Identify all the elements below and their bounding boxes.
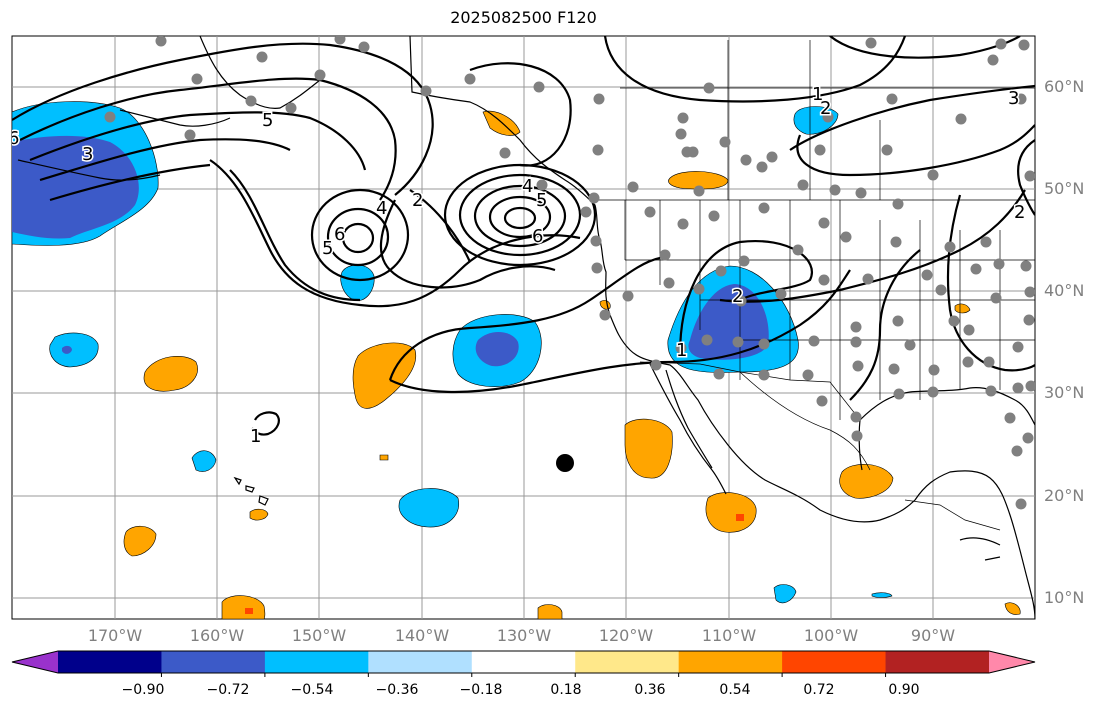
colorbar-tick-label: 0.72 <box>803 682 835 698</box>
map-title: 2025082500 F120 <box>450 8 597 27</box>
colorbar-segment <box>782 651 887 673</box>
colorbar-tick-label: −0.36 <box>375 682 419 698</box>
contours <box>12 36 1035 436</box>
colorbar-segment <box>885 651 990 673</box>
anomaly-blob-7 <box>482 110 521 136</box>
colorbar-extend-low <box>12 651 58 673</box>
contour-label: 2 <box>820 98 831 119</box>
anomaly-blob-1 <box>49 332 99 368</box>
lat-label-10n: 10°N <box>1044 588 1085 607</box>
colorbar-segment <box>161 651 266 673</box>
colorbar <box>11 650 1036 677</box>
station-dots <box>104 36 1035 510</box>
shaded-anomalies <box>12 101 1021 619</box>
contour-label: 6 <box>532 226 543 247</box>
colorbar-extend-high <box>989 651 1035 673</box>
colorbar-tick-label: 0.18 <box>550 682 582 698</box>
anomaly-blob-15 <box>221 595 266 619</box>
contour-label: 4 <box>522 176 533 197</box>
colorbar-tick-label: −0.18 <box>459 682 503 698</box>
colorbar-segment <box>264 651 369 673</box>
contour-label: 1 <box>676 340 687 361</box>
colorbar-outline <box>11 650 1036 674</box>
colorbar-tick-label: 0.54 <box>719 682 751 698</box>
anomaly-blob-16 <box>537 604 563 619</box>
anomaly-blob-8 <box>624 418 673 479</box>
lon-label-140w: 140°W <box>394 626 450 645</box>
lon-label-90w: 90°W <box>910 626 956 645</box>
colorbar-tick-label: −0.90 <box>121 682 165 698</box>
colorbar-tick-label: −0.54 <box>290 682 334 698</box>
lat-label-20n: 20°N <box>1044 486 1085 505</box>
anomaly-blob-17 <box>773 584 797 604</box>
contour-label: 5 <box>262 110 273 131</box>
lon-label-100w: 100°W <box>803 626 859 645</box>
anomaly-west-pacific-deep <box>12 135 139 239</box>
anomaly-blob-11 <box>398 488 459 528</box>
reference-marker <box>556 454 574 472</box>
contour-label: 2 <box>412 190 423 211</box>
anomaly-blob-9 <box>705 492 757 533</box>
lon-label-170w: 170°W <box>87 626 143 645</box>
colorbar-segment <box>678 651 783 673</box>
anomaly-blob-21 <box>379 454 389 461</box>
colorbar-segment <box>575 651 680 673</box>
contour-label: 2 <box>1014 202 1025 223</box>
contour-label: 5 <box>536 190 547 211</box>
lon-label-160w: 160°W <box>189 626 245 645</box>
contour-label: 3 <box>82 144 93 165</box>
anomaly-blob-20 <box>871 592 893 598</box>
lon-label-150w: 150°W <box>291 626 347 645</box>
colorbar-tick-label: 0.36 <box>634 682 666 698</box>
anomaly-blob-22 <box>1004 602 1021 615</box>
contour-label: 5 <box>322 238 333 259</box>
contour-label: 6 <box>334 224 345 245</box>
anomaly-blob-13 <box>123 525 157 557</box>
anomaly-blob-2 <box>143 356 198 392</box>
anomaly-blob-10 <box>839 463 894 499</box>
anomaly-blob-12 <box>191 450 217 472</box>
contour-label: 4 <box>376 198 387 219</box>
colorbar-tick-label: 0.90 <box>888 682 920 698</box>
lon-label-120w: 120°W <box>598 626 654 645</box>
lat-label-30n: 30°N <box>1044 383 1085 402</box>
lat-label-60n: 60°N <box>1044 77 1085 96</box>
lon-label-130w: 130°W <box>496 626 552 645</box>
contour-label: 1 <box>250 426 261 447</box>
anomaly-blob-14 <box>249 508 269 521</box>
lat-label-50n: 50°N <box>1044 179 1085 198</box>
colorbar-segment <box>471 651 576 673</box>
contour-label: 1 <box>812 84 823 105</box>
coastlines <box>17 36 1035 619</box>
contour-label: 2 <box>732 286 743 307</box>
political-borders <box>595 40 1035 531</box>
contour-label: 3 <box>1008 88 1019 109</box>
lon-label-110w: 110°W <box>701 626 757 645</box>
colorbar-segment <box>368 651 473 673</box>
contour-label: 6 <box>8 128 19 149</box>
colorbar-segment <box>58 651 162 673</box>
lat-label-40n: 40°N <box>1044 281 1085 300</box>
colorbar-tick-label: −0.72 <box>206 682 250 698</box>
anomaly-blob-5 <box>668 171 729 190</box>
